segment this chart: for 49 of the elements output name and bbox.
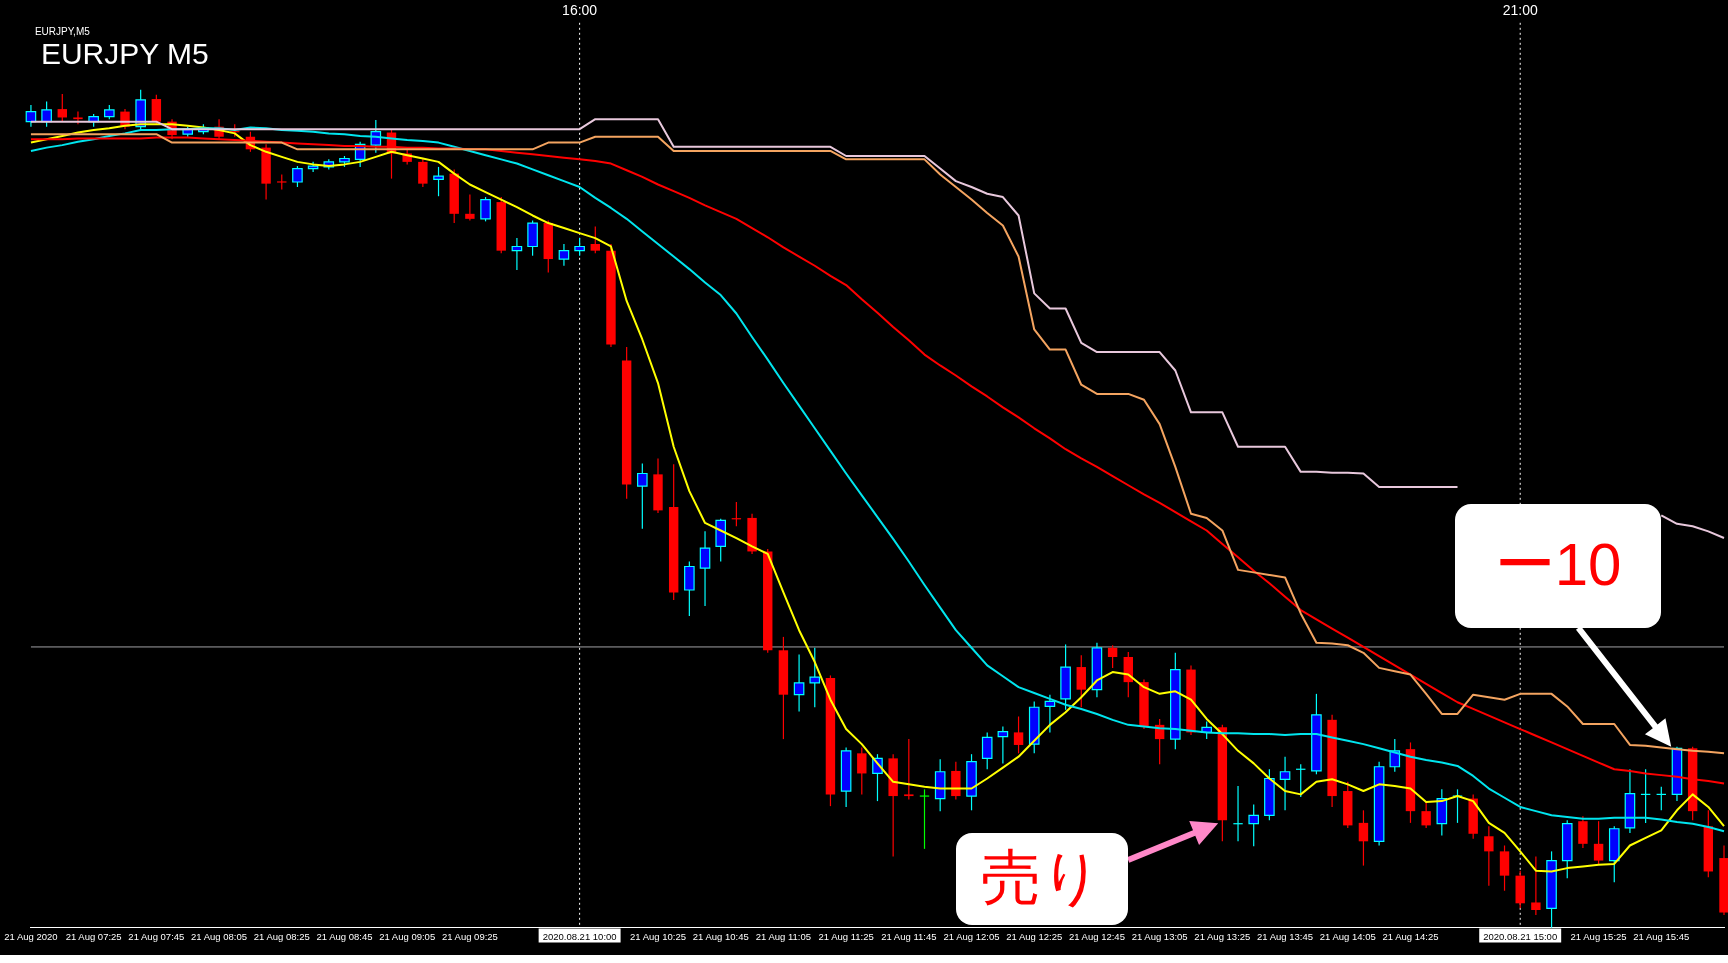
candlestick [73, 111, 83, 125]
candlestick [1421, 800, 1431, 829]
x-tick-label: 21 Aug 12:45 [1068, 930, 1125, 942]
x2-tick-label: 16:00 [562, 2, 598, 19]
x-tick-label: 21 Aug 11:45 [881, 930, 937, 942]
x-tick-label: 2020.08.21 15:00 [1483, 930, 1558, 942]
candlestick [919, 788, 930, 850]
x-tick-label: 21 Aug 07:45 [128, 930, 185, 942]
x2-tick-label: 21:00 [1502, 2, 1538, 19]
candlestick [1013, 715, 1024, 754]
x-tick-label: 21 Aug 14:05 [1319, 930, 1376, 942]
candlestick [857, 746, 867, 795]
candlestick [1358, 809, 1369, 867]
x-tick-label: 21 Aug 14:25 [1382, 930, 1439, 942]
chart-title: EURJPY M5 [40, 37, 209, 71]
x-tick-label: 21 Aug 09:05 [379, 930, 436, 942]
x-tick-label: 21 Aug 10:45 [692, 930, 749, 942]
x-tick-label: 21 Aug 11:25 [818, 930, 874, 942]
annotation: 売り [955, 832, 1128, 925]
x-tick-label: 21 Aug 09:25 [441, 930, 498, 942]
candlestick [1578, 815, 1588, 849]
x-tick-label: 21 Aug 15:25 [1570, 930, 1627, 942]
x-tick-label: 21 Aug 13:25 [1194, 930, 1251, 942]
candlestick [1076, 654, 1086, 708]
x-tick-label: 21 Aug 12:05 [943, 930, 1000, 942]
x-tick-label: 2020.08.21 10:00 [542, 930, 617, 942]
candlestick [1484, 825, 1494, 887]
x-tick-label: 21 Aug 07:25 [65, 930, 122, 942]
candlestick [465, 193, 475, 222]
candlestick [1107, 644, 1118, 669]
chart-subtitle: EURJPY,M5 [34, 25, 91, 37]
x-tick-label: 21 Aug 10:25 [630, 930, 686, 942]
x-tick-label: 21 Aug 15:45 [1633, 930, 1690, 942]
x-tick-label: 21 Aug 12:25 [1006, 930, 1063, 942]
candlestick [418, 157, 428, 188]
x-tick-label: 21 Aug 08:05 [191, 930, 248, 942]
candlestick [1232, 785, 1244, 842]
candlestick [590, 225, 600, 254]
x-tick-label: 21 Aug 13:45 [1257, 930, 1314, 942]
x-tick-label: 21 Aug 2020 [4, 930, 58, 942]
x-tick-label: 21 Aug 08:45 [316, 930, 373, 942]
x-tick-label: 21 Aug 11:05 [755, 930, 812, 942]
candlestick [1593, 820, 1604, 865]
x-tick-label: 21 Aug 13:05 [1131, 930, 1188, 942]
candlestick [904, 738, 914, 801]
x-tick-label: 21 Aug 08:25 [253, 930, 310, 942]
candlestick [57, 93, 67, 123]
candlestick [1531, 855, 1541, 916]
annotation: ー10 [1455, 503, 1662, 628]
